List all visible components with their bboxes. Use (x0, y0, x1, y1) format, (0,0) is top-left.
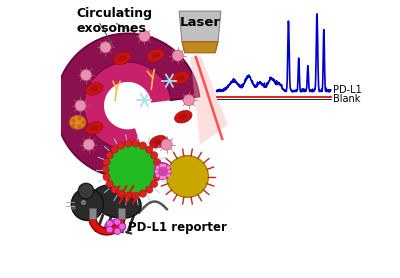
Polygon shape (182, 42, 218, 53)
Circle shape (106, 220, 113, 227)
Ellipse shape (105, 220, 126, 234)
Circle shape (114, 228, 121, 235)
Circle shape (103, 173, 110, 181)
Polygon shape (89, 217, 125, 235)
Circle shape (119, 223, 126, 230)
Ellipse shape (150, 135, 167, 148)
Text: PD-L1 reporter: PD-L1 reporter (128, 222, 227, 234)
Circle shape (154, 163, 171, 179)
Circle shape (106, 143, 158, 196)
Ellipse shape (154, 139, 162, 145)
Text: Laser: Laser (180, 16, 220, 29)
Ellipse shape (118, 55, 126, 61)
Circle shape (117, 142, 124, 149)
Circle shape (132, 140, 139, 147)
Circle shape (117, 190, 124, 197)
Circle shape (114, 219, 121, 225)
Circle shape (117, 147, 128, 158)
Circle shape (161, 139, 172, 150)
Ellipse shape (176, 75, 184, 81)
Circle shape (124, 192, 132, 199)
Circle shape (183, 95, 194, 106)
Circle shape (139, 142, 146, 149)
Ellipse shape (90, 125, 98, 131)
Ellipse shape (174, 110, 192, 123)
Bar (89, 208, 96, 219)
Text: Blank: Blank (333, 94, 360, 104)
Ellipse shape (90, 86, 98, 92)
Circle shape (167, 156, 208, 197)
Circle shape (75, 100, 86, 111)
Ellipse shape (114, 52, 131, 65)
Ellipse shape (92, 185, 141, 218)
Circle shape (106, 226, 113, 233)
Ellipse shape (86, 121, 103, 134)
Circle shape (71, 188, 104, 220)
Circle shape (111, 146, 118, 153)
Ellipse shape (179, 114, 187, 120)
Ellipse shape (147, 49, 164, 62)
Circle shape (132, 192, 139, 199)
Text: PD-L1: PD-L1 (333, 85, 362, 95)
Circle shape (80, 70, 92, 81)
Circle shape (100, 42, 111, 53)
Ellipse shape (69, 115, 86, 129)
Circle shape (150, 152, 158, 159)
Circle shape (102, 166, 109, 173)
Polygon shape (56, 33, 200, 178)
Circle shape (146, 146, 153, 153)
Circle shape (155, 166, 162, 173)
Circle shape (146, 186, 153, 193)
Polygon shape (85, 63, 170, 149)
Circle shape (106, 152, 113, 159)
Circle shape (154, 173, 161, 181)
Polygon shape (179, 11, 221, 42)
Text: Circulating
exosomes: Circulating exosomes (76, 7, 152, 35)
Ellipse shape (86, 83, 103, 95)
Polygon shape (190, 57, 228, 145)
Circle shape (83, 139, 94, 150)
Ellipse shape (172, 71, 189, 84)
Circle shape (172, 50, 183, 61)
Circle shape (103, 158, 110, 166)
Circle shape (150, 180, 158, 187)
Circle shape (78, 183, 94, 199)
Circle shape (139, 190, 146, 197)
Ellipse shape (152, 53, 160, 59)
Circle shape (111, 186, 118, 193)
Bar (118, 208, 125, 219)
Circle shape (106, 180, 113, 187)
Circle shape (139, 31, 150, 42)
Circle shape (124, 140, 132, 147)
Circle shape (154, 158, 161, 166)
